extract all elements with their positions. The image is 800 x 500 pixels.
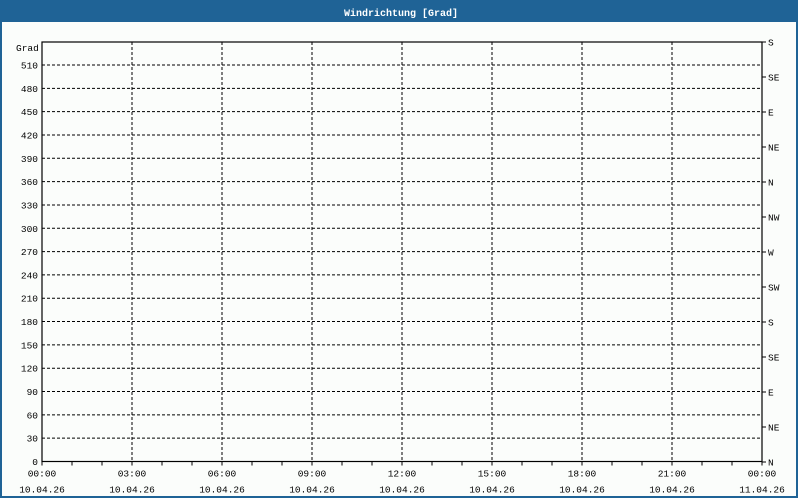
svg-text:300: 300 xyxy=(21,224,38,235)
svg-text:360: 360 xyxy=(21,177,38,188)
svg-text:Grad: Grad xyxy=(16,43,39,54)
svg-text:210: 210 xyxy=(21,294,38,305)
svg-text:NE: NE xyxy=(768,143,780,154)
svg-text:330: 330 xyxy=(21,200,38,211)
svg-text:0: 0 xyxy=(32,457,38,468)
svg-text:S: S xyxy=(768,38,774,49)
svg-text:N: N xyxy=(768,178,774,189)
svg-text:420: 420 xyxy=(21,130,38,141)
svg-text:10.04.26: 10.04.26 xyxy=(379,485,425,496)
svg-text:09:00: 09:00 xyxy=(298,469,327,480)
svg-text:120: 120 xyxy=(21,364,38,375)
svg-text:11.04.26: 11.04.26 xyxy=(739,485,785,496)
svg-text:270: 270 xyxy=(21,247,38,258)
svg-text:10.04.26: 10.04.26 xyxy=(199,485,245,496)
svg-text:60: 60 xyxy=(27,410,39,421)
svg-text:S: S xyxy=(768,318,774,329)
svg-text:10.04.26: 10.04.26 xyxy=(469,485,515,496)
svg-text:10.04.26: 10.04.26 xyxy=(109,485,155,496)
svg-text:21:00: 21:00 xyxy=(658,469,687,480)
svg-text:10.04.26: 10.04.26 xyxy=(19,485,65,496)
svg-text:06:00: 06:00 xyxy=(208,469,237,480)
svg-text:30: 30 xyxy=(27,434,39,445)
svg-text:90: 90 xyxy=(27,387,39,398)
svg-text:240: 240 xyxy=(21,270,38,281)
svg-text:15:00: 15:00 xyxy=(478,469,507,480)
svg-text:NE: NE xyxy=(768,423,780,434)
svg-text:510: 510 xyxy=(21,61,38,72)
svg-text:W: W xyxy=(768,248,774,259)
svg-text:10.04.26: 10.04.26 xyxy=(649,485,695,496)
svg-text:00:00: 00:00 xyxy=(748,469,777,480)
svg-text:10.04.26: 10.04.26 xyxy=(559,485,605,496)
svg-text:SW: SW xyxy=(768,283,780,294)
svg-text:12:00: 12:00 xyxy=(388,469,417,480)
svg-text:N: N xyxy=(768,458,774,469)
svg-text:180: 180 xyxy=(21,317,38,328)
svg-text:SE: SE xyxy=(768,73,780,84)
svg-text:NW: NW xyxy=(768,213,780,224)
svg-text:390: 390 xyxy=(21,154,38,165)
svg-text:00:00: 00:00 xyxy=(28,469,57,480)
svg-text:SE: SE xyxy=(768,353,780,364)
svg-text:E: E xyxy=(768,388,774,399)
svg-text:10.04.26: 10.04.26 xyxy=(289,485,335,496)
svg-text:480: 480 xyxy=(21,84,38,95)
svg-text:E: E xyxy=(768,108,774,119)
svg-text:03:00: 03:00 xyxy=(118,469,147,480)
svg-text:18:00: 18:00 xyxy=(568,469,597,480)
svg-text:150: 150 xyxy=(21,340,38,351)
svg-text:450: 450 xyxy=(21,107,38,118)
